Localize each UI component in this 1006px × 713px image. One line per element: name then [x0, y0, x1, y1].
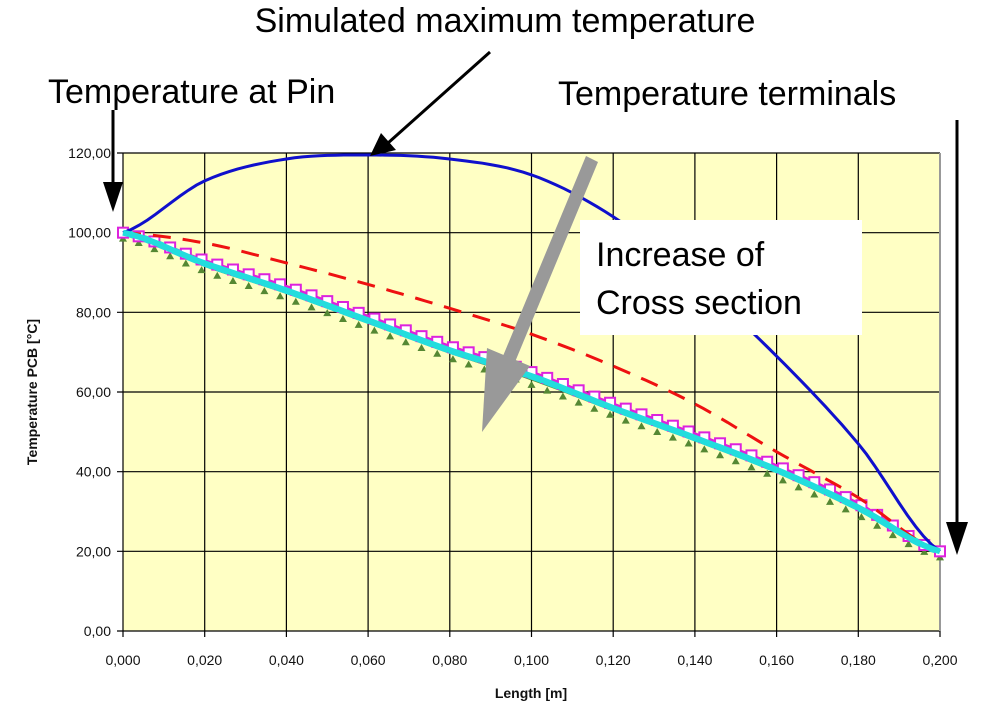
series-group	[117, 153, 946, 561]
annotation-pin: Temperature at Pin	[48, 73, 335, 111]
x-tick-label: 0,040	[269, 652, 304, 668]
data-point-triangle	[354, 320, 363, 328]
data-point-triangle	[826, 497, 835, 505]
data-point-triangle	[794, 483, 803, 491]
cross-section-trend-arrow-icon	[482, 156, 598, 432]
x-axis-label: Length [m]	[495, 685, 567, 701]
data-point-triangle	[621, 416, 630, 424]
data-point-triangle	[558, 392, 567, 400]
annotation-terminals: Temperature terminals	[558, 75, 896, 113]
data-point-triangle	[668, 433, 677, 441]
data-point-triangle	[590, 404, 599, 412]
terminals-arrow-icon	[946, 120, 968, 555]
data-point-triangle	[417, 344, 426, 352]
pin-arrow-icon	[103, 110, 123, 212]
x-tick-label: 0,100	[514, 652, 549, 668]
y-tick-labels: 0,00 20,00 40,00 60,00 80,00 100,00 120,00	[68, 145, 111, 639]
y-tick-label: 120,00	[68, 145, 111, 161]
data-point-triangle	[181, 259, 190, 267]
data-point-triangle	[888, 531, 897, 539]
data-point-triangle	[276, 292, 285, 300]
y-tick-label: 40,00	[76, 464, 111, 480]
data-point-triangle	[370, 326, 379, 334]
x-tick-label: 0,060	[351, 652, 386, 668]
data-point-triangle	[244, 282, 253, 290]
annotation-box	[580, 220, 862, 335]
data-point-triangle	[338, 315, 347, 323]
data-point-triangle	[527, 380, 536, 388]
x-tick-label: 0,000	[105, 652, 140, 668]
data-point-triangle	[763, 469, 772, 477]
data-point-triangle	[810, 490, 819, 498]
max-temp-arrow-icon	[370, 50, 491, 156]
data-point-triangle	[291, 297, 300, 305]
y-tick-label: 20,00	[76, 543, 111, 559]
annotation-cross-section-line1: Increase of	[596, 236, 765, 274]
data-point-triangle	[260, 287, 269, 295]
data-point-triangle	[213, 271, 222, 279]
y-tick-label: 100,00	[68, 225, 111, 241]
data-point-triangle	[464, 360, 473, 368]
data-point-triangle	[197, 266, 206, 274]
data-point-triangle	[778, 476, 787, 484]
data-point-triangle	[716, 451, 725, 459]
x-tick-labels: 0,000 0,020 0,040 0,060 0,080 0,100 0,120 0,140…	[105, 652, 957, 668]
x-tick-label: 0,200	[922, 652, 957, 668]
data-point-triangle	[731, 457, 740, 465]
data-point-triangle	[166, 252, 175, 260]
data-point-triangle	[134, 238, 143, 246]
data-point-triangle	[448, 355, 457, 363]
data-point-triangle	[920, 547, 929, 555]
data-point-triangle	[401, 338, 410, 346]
x-tick-label: 0,120	[596, 652, 631, 668]
data-point-triangle	[700, 445, 709, 453]
x-tick-label: 0,080	[432, 652, 467, 668]
data-point-triangle	[150, 245, 159, 253]
data-point-triangle	[653, 427, 662, 435]
annotation-cross-section-line2: Cross section	[596, 284, 802, 322]
data-point-triangle	[904, 540, 913, 548]
data-point-triangle	[433, 349, 442, 357]
data-point-triangle	[228, 277, 237, 285]
data-point-triangle	[606, 410, 615, 418]
x-tick-label: 0,180	[841, 652, 876, 668]
data-point-triangle	[684, 439, 693, 447]
data-point-triangle	[386, 332, 395, 340]
data-point-triangle	[323, 309, 332, 317]
annotation-max-temp: Simulated maximum temperature	[255, 2, 756, 40]
y-axis-label: Temperature PCB [°C]	[24, 319, 40, 465]
y-tick-label: 80,00	[76, 304, 111, 320]
x-tick-label: 0,020	[187, 652, 222, 668]
x-tick-label: 0,140	[677, 652, 712, 668]
data-point-triangle	[574, 398, 583, 406]
data-point-triangle	[543, 386, 552, 394]
y-tick-label: 60,00	[76, 384, 111, 400]
data-point-triangle	[637, 422, 646, 430]
y-tick-label: 0,00	[84, 623, 111, 639]
x-tick-label: 0,160	[759, 652, 794, 668]
data-point-triangle	[873, 521, 882, 529]
series-3-line-overlay	[122, 229, 941, 555]
data-point-triangle	[841, 505, 850, 513]
data-point-triangle	[857, 513, 866, 521]
series-line	[122, 231, 941, 553]
data-point-triangle	[307, 303, 316, 311]
data-point-triangle	[747, 463, 756, 471]
